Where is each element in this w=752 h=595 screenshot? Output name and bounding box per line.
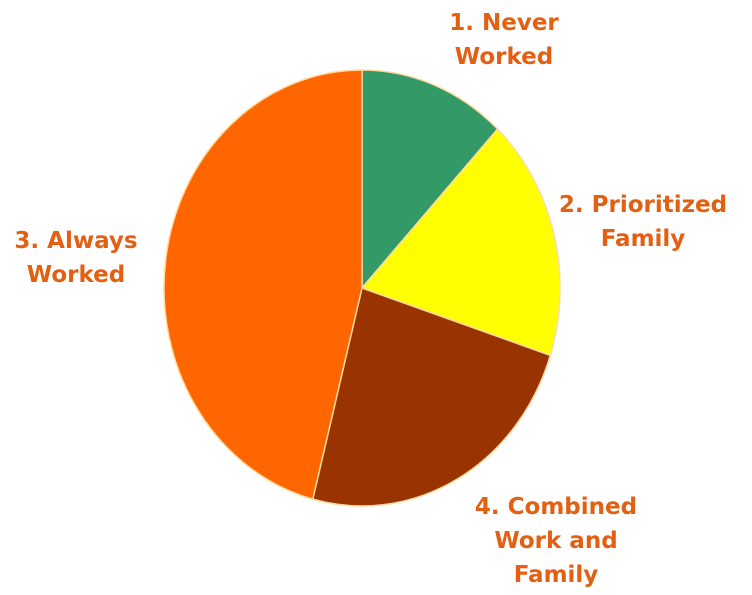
label-line: Family	[514, 562, 599, 588]
label-never-worked: 1. Never Worked	[449, 10, 559, 70]
label-prioritized-family: 2. Prioritized Family	[559, 192, 727, 252]
label-line: Worked	[455, 44, 553, 70]
slice-always-worked	[163, 69, 363, 501]
label-always-worked: 3. Always Worked	[14, 228, 137, 288]
label-line: 1. Never	[449, 10, 559, 36]
label-line: 4. Combined	[475, 494, 637, 520]
label-line: Worked	[27, 262, 125, 288]
slice-combined-work-family	[311, 287, 552, 507]
slice-never-worked	[361, 69, 499, 291]
label-line: Work and	[494, 528, 617, 554]
label-combined-work-family: 4. Combined Work and Family	[475, 494, 637, 588]
pie-slices	[163, 69, 561, 507]
label-line: 2. Prioritized	[559, 192, 727, 218]
label-line: Family	[601, 226, 686, 252]
label-line: 3. Always	[14, 228, 137, 254]
slice-prioritized-family	[360, 127, 561, 357]
